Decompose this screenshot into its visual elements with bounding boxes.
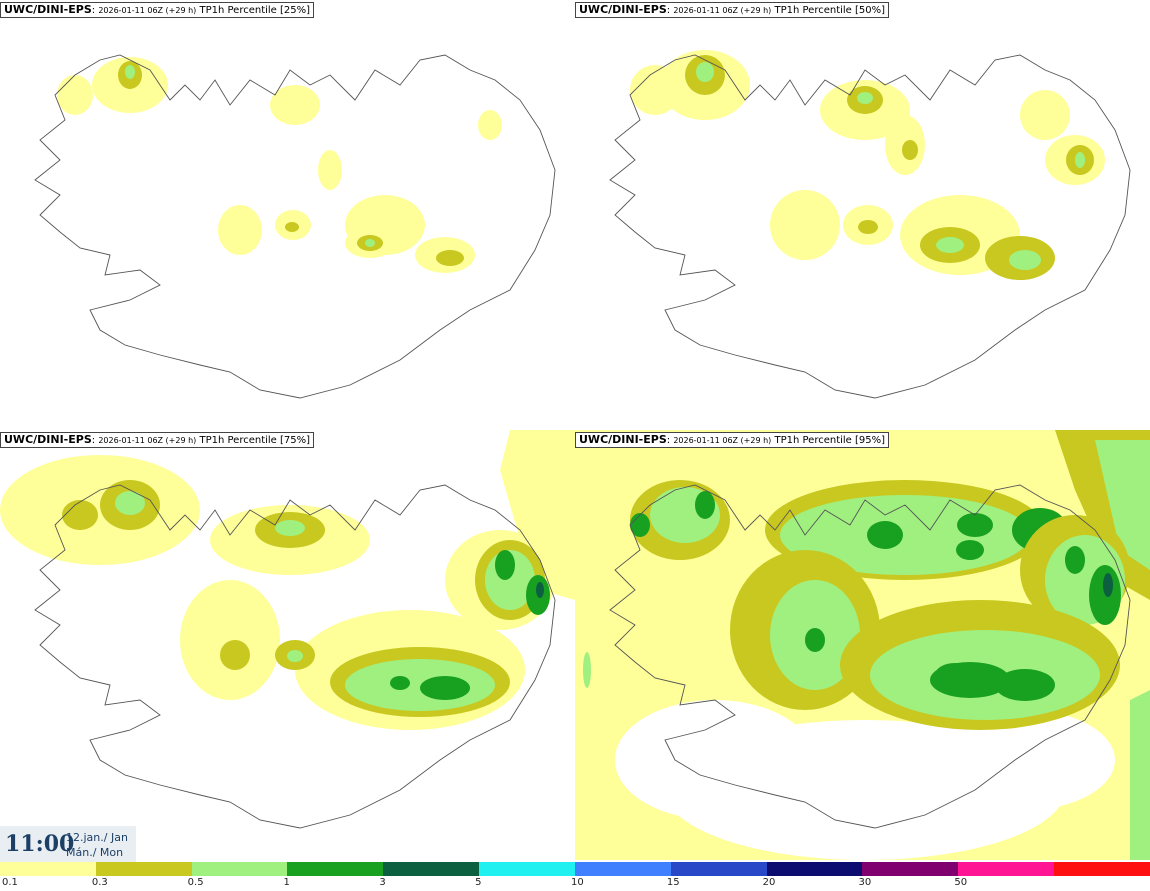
map-panel-p95: UWC/DINI-EPS: 2026-01-11 06Z (+29 h) TP1…	[575, 430, 1150, 860]
panel-caption: UWC/DINI-EPS: 2026-01-11 06Z (+29 h) TP1…	[0, 432, 315, 448]
run-info: 2026-01-11 06Z (+29 h)	[98, 6, 197, 15]
product-name: TP1h Percentile [25%]	[199, 5, 311, 16]
model-name: UWC/DINI-EPS	[4, 433, 92, 446]
colorbar-tick-label: 5	[475, 877, 482, 888]
colorbar-cell	[287, 862, 384, 876]
colorbar-tick-label: 0.3	[91, 877, 108, 888]
colorbar-tick-label: 1	[283, 877, 290, 888]
precip-map	[575, 430, 1150, 860]
colorbar-tick-label: 0.1	[2, 877, 18, 888]
valid-time-clock: 11:00	[5, 831, 75, 857]
panel-caption: UWC/DINI-EPS: 2026-01-11 06Z (+29 h) TP1…	[575, 432, 890, 448]
map-panel-p75: UWC/DINI-EPS: 2026-01-11 06Z (+29 h) TP1…	[0, 430, 575, 860]
product-name: TP1h Percentile [95%]	[774, 435, 886, 446]
product-name: TP1h Percentile [50%]	[774, 5, 886, 16]
precip-map	[34, 54, 556, 399]
colorbar-cell	[0, 862, 96, 876]
model-name: UWC/DINI-EPS	[579, 433, 667, 446]
colorbar-cell	[383, 862, 480, 876]
iceland-outline	[34, 484, 556, 829]
precip-map	[609, 50, 1131, 399]
colorbar-tick-label: 50	[954, 877, 968, 888]
product-name: TP1h Percentile [75%]	[199, 435, 311, 446]
precip-overlay	[0, 430, 575, 730]
colorbar-cell	[958, 862, 1055, 876]
colorbar-cell	[191, 862, 288, 876]
precip-overlay	[575, 430, 1150, 860]
colorbar-tick-label: 3	[379, 877, 386, 888]
valid-time-box: 11:00 12.jan./ Jan Mán./ Mon	[0, 826, 136, 862]
map-panel-p50: UWC/DINI-EPS: 2026-01-11 06Z (+29 h) TP1…	[575, 0, 1150, 430]
precip-colorbar	[0, 862, 1150, 876]
run-info: 2026-01-11 06Z (+29 h)	[673, 436, 772, 445]
valid-date: 12.jan./ Jan	[66, 831, 128, 844]
panel-caption: UWC/DINI-EPS: 2026-01-11 06Z (+29 h) TP1…	[0, 2, 315, 18]
colorbar-tick-label: 30	[858, 877, 872, 888]
precip-overlay	[57, 57, 502, 273]
panel-caption: UWC/DINI-EPS: 2026-01-11 06Z (+29 h) TP1…	[575, 2, 890, 18]
colorbar-tick-labels: 0.1 0.3 0.5 1 3 5 10 15 20 30 50	[0, 877, 1150, 891]
colorbar-cell	[574, 862, 671, 876]
colorbar-cell	[766, 862, 863, 876]
run-info: 2026-01-11 06Z (+29 h)	[673, 6, 772, 15]
colorbar-cell	[1054, 862, 1150, 876]
precip-overlay	[630, 50, 1105, 280]
colorbar-cell	[670, 862, 767, 876]
model-name: UWC/DINI-EPS	[579, 3, 667, 16]
colorbar-cell	[862, 862, 959, 876]
iceland-outline	[609, 54, 1131, 399]
iceland-outline	[34, 54, 556, 399]
colorbar-tick-label: 10	[571, 877, 584, 888]
map-panel-p25: UWC/DINI-EPS: 2026-01-11 06Z (+29 h) TP1…	[0, 0, 575, 430]
precip-map	[0, 430, 575, 829]
model-name: UWC/DINI-EPS	[4, 3, 92, 16]
iceland-outline	[609, 484, 1131, 829]
colorbar-cell	[479, 862, 575, 876]
colorbar-tick-label: 0.5	[187, 877, 204, 888]
colorbar-tick-label: 15	[666, 877, 680, 888]
run-info: 2026-01-11 06Z (+29 h)	[98, 436, 197, 445]
colorbar-cell	[95, 862, 192, 876]
valid-day: Mán./ Mon	[66, 846, 124, 859]
colorbar-tick-label: 20	[762, 877, 776, 888]
